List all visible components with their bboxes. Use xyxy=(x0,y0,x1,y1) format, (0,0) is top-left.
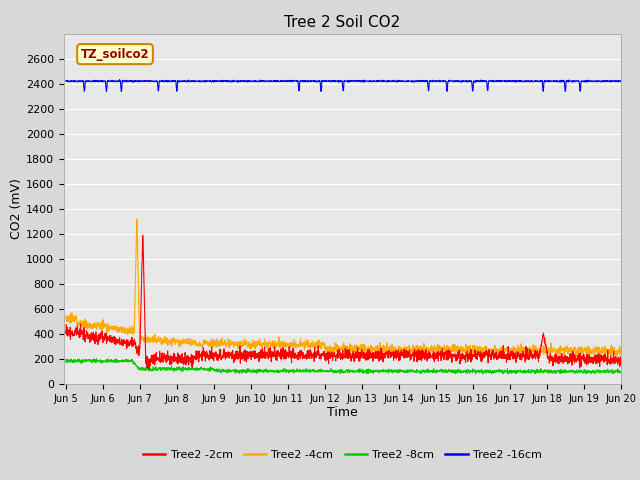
X-axis label: Time: Time xyxy=(327,407,358,420)
Title: Tree 2 Soil CO2: Tree 2 Soil CO2 xyxy=(284,15,401,30)
Text: TZ_soilco2: TZ_soilco2 xyxy=(81,48,149,60)
Y-axis label: CO2 (mV): CO2 (mV) xyxy=(10,179,23,239)
Legend: Tree2 -2cm, Tree2 -4cm, Tree2 -8cm, Tree2 -16cm: Tree2 -2cm, Tree2 -4cm, Tree2 -8cm, Tree… xyxy=(138,445,547,465)
